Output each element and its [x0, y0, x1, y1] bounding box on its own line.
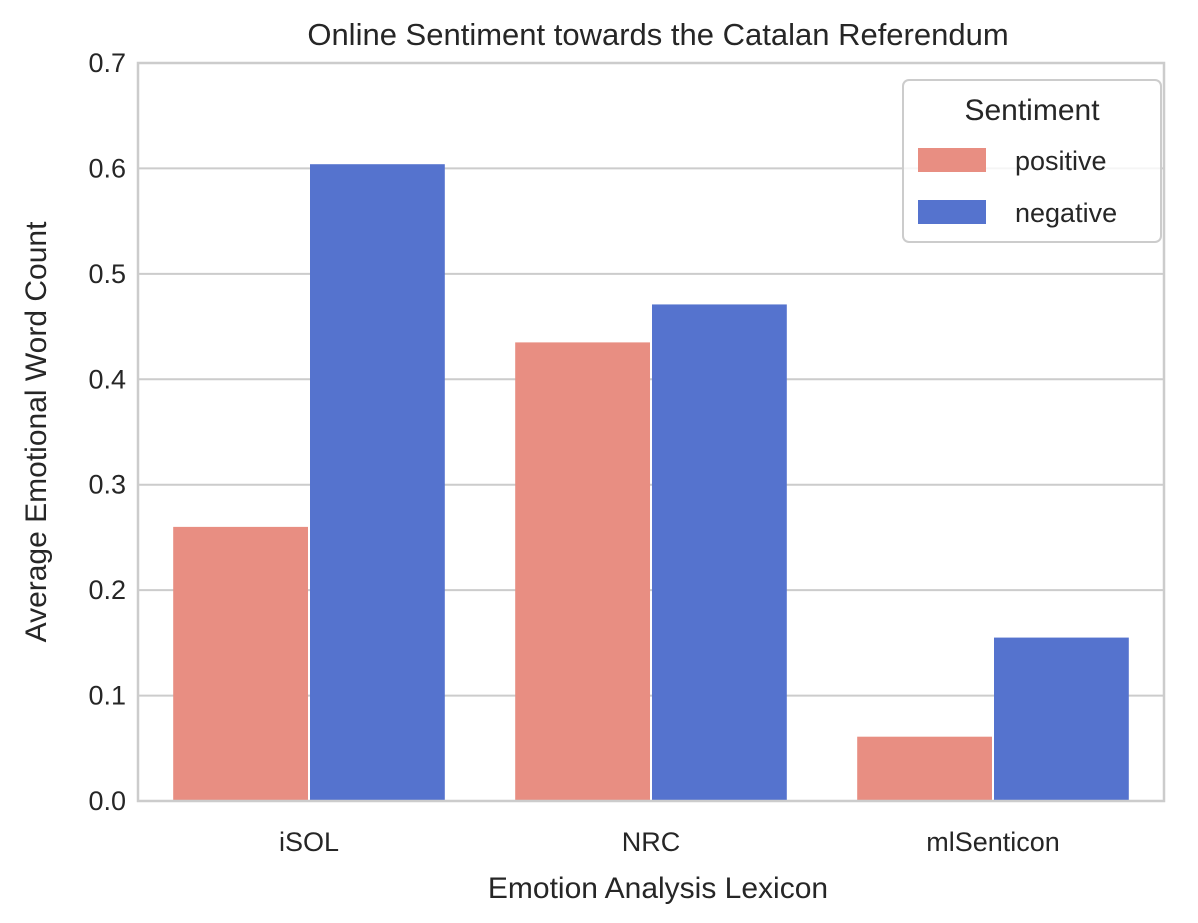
- legend-swatch-positive: [918, 148, 986, 172]
- legend-title: Sentiment: [964, 94, 1100, 127]
- bar-negative-mlSenticon: [994, 637, 1129, 801]
- bar-negative-NRC: [652, 304, 787, 801]
- bars: [173, 164, 1129, 801]
- bar-positive-NRC: [515, 342, 650, 801]
- y-axis-ticks: 0.0 0.1 0.2 0.3 0.4 0.5 0.6 0.7: [88, 48, 126, 816]
- bar-positive-iSOL: [173, 526, 308, 801]
- legend-label-negative: negative: [1015, 198, 1117, 228]
- y-tick-label: 0.3: [88, 470, 126, 500]
- legend-swatch-negative: [918, 200, 986, 224]
- x-tick-label: iSOL: [279, 827, 339, 857]
- legend: Sentiment positive negative: [902, 79, 1162, 243]
- y-axis-label: Average Emotional Word Count: [20, 221, 53, 642]
- bar-positive-mlSenticon: [857, 736, 992, 801]
- y-tick-label: 0.7: [88, 48, 126, 78]
- x-tick-label: NRC: [622, 827, 681, 857]
- y-tick-label: 0.5: [88, 259, 126, 289]
- y-tick-label: 0.1: [88, 681, 126, 711]
- bar-negative-iSOL: [310, 164, 445, 801]
- x-tick-label: mlSenticon: [926, 827, 1060, 857]
- plot-frame: [136, 61, 1166, 803]
- y-tick-label: 0.6: [88, 153, 126, 183]
- y-tick-label: 0.0: [88, 786, 126, 816]
- legend-label-positive: positive: [1015, 146, 1107, 176]
- y-tick-label: 0.4: [88, 364, 126, 394]
- chart-title: Online Sentiment towards the Catalan Ref…: [307, 17, 1008, 52]
- x-axis-label: Emotion Analysis Lexicon: [488, 872, 828, 905]
- y-tick-label: 0.2: [88, 575, 126, 605]
- x-axis-ticks: iSOL NRC mlSenticon: [279, 827, 1060, 857]
- gridlines: [138, 62, 1164, 802]
